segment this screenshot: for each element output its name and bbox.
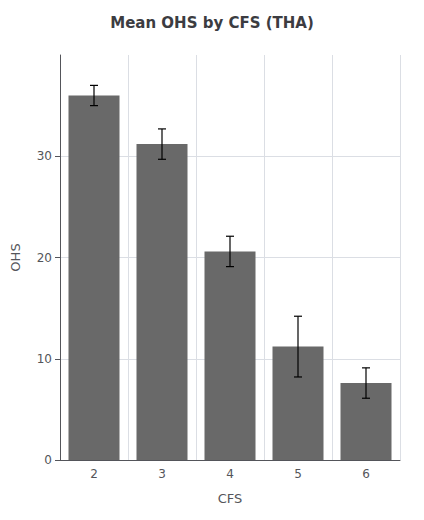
svg-text:20: 20 (37, 251, 52, 265)
svg-text:OHS: OHS (8, 243, 23, 271)
svg-text:2: 2 (90, 467, 98, 481)
svg-text:CFS: CFS (218, 491, 243, 506)
svg-text:30: 30 (37, 149, 52, 163)
svg-text:4: 4 (226, 467, 234, 481)
svg-text:0: 0 (44, 453, 52, 467)
svg-text:10: 10 (37, 352, 52, 366)
svg-text:5: 5 (294, 467, 302, 481)
svg-text:3: 3 (158, 467, 166, 481)
svg-text:6: 6 (362, 467, 370, 481)
svg-text:Mean OHS by CFS (THA): Mean OHS by CFS (THA) (110, 14, 314, 32)
